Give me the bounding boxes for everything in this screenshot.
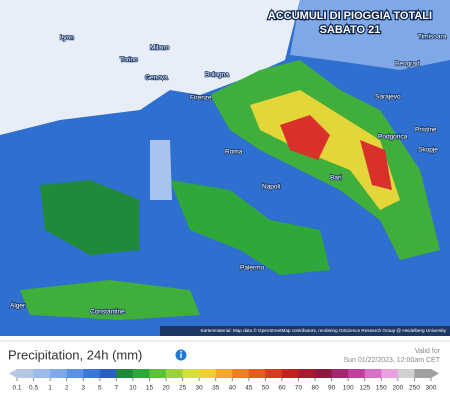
legend-tick-label: 0.1 [12, 385, 21, 392]
city-label: Milano [150, 45, 170, 52]
legend-arrow-right [431, 369, 439, 378]
city-label: Sarajevo [375, 94, 401, 101]
legend-tick-label: 2 [65, 385, 69, 392]
city-label: Napoli [262, 184, 280, 191]
valid-label: Valid for [415, 348, 441, 355]
light-rain-area [290, 0, 450, 70]
legend-tick-label: 15 [146, 385, 154, 392]
legend-swatch [116, 369, 134, 378]
legend-swatch [298, 369, 316, 378]
legend-swatch [381, 369, 399, 378]
legend-swatch [248, 369, 266, 378]
legend-swatch [397, 369, 415, 378]
legend-swatch [414, 369, 432, 378]
legend-tick-label: 1 [48, 385, 52, 392]
legend-tick-label: 0.5 [29, 385, 38, 392]
legend-swatch [182, 369, 200, 378]
legend-tick-label: 60 [278, 385, 286, 392]
legend-swatch [364, 369, 382, 378]
city-label: Podgorica [378, 134, 408, 141]
legend-tick-label: 40 [229, 385, 237, 392]
legend-swatch [17, 369, 34, 378]
city-label: Torino [120, 57, 138, 64]
legend-tick-label: 250 [409, 385, 420, 392]
legend-swatch [132, 369, 150, 378]
city-label: Beograd [395, 61, 420, 68]
city-label: Bologna [205, 72, 229, 79]
legend-tick-label: 200 [392, 385, 403, 392]
city-label: Bari [330, 175, 342, 182]
valid-time: Sun 01/22/2023, 12:00am CET [343, 357, 440, 364]
legend-swatch [50, 369, 67, 378]
legend-tick-label: 5 [98, 385, 102, 392]
legend-tick-label: 50 [262, 385, 270, 392]
legend-swatch [348, 369, 366, 378]
legend-tick-label: 70 [295, 385, 303, 392]
city-label: Palermo [240, 265, 265, 272]
attribution: Kartenmaterial: Map data © OpenStreetMap… [200, 327, 446, 333]
city-label: Firenze [190, 95, 212, 102]
light-rain-area [150, 140, 172, 200]
city-label: Genova [145, 75, 168, 82]
very-heavy-rain-area [280, 115, 392, 190]
city-label: Alger [10, 303, 26, 310]
city-label: Timisoara [418, 34, 447, 41]
legend-tick-label: 300 [426, 385, 437, 392]
map: Kartenmaterial: Map data © OpenStreetMap… [0, 0, 450, 336]
city-label: Constantine [90, 309, 125, 316]
legend-title: Precipitation, 24h (mm) [8, 347, 142, 362]
legend-tick-label: 7 [115, 385, 119, 392]
legend-tick-label: 25 [179, 385, 187, 392]
info-icon-glyph [180, 353, 182, 358]
info-icon-dot [180, 350, 182, 353]
legend-swatch [199, 369, 217, 378]
legend-arrow-left [9, 369, 17, 378]
legend-tick-label: 10 [129, 385, 137, 392]
legend-swatch [66, 369, 84, 378]
legend-swatch [149, 369, 167, 378]
legend-swatch [281, 369, 299, 378]
legend-tick-label: 45 [245, 385, 253, 392]
legend-tick-label: 20 [162, 385, 170, 392]
rain-area [20, 280, 200, 320]
rain-area [170, 180, 330, 275]
map-title: ACCUMULI DI PIOGGIA TOTALI [268, 10, 432, 22]
legend-tick-label: 3 [81, 385, 85, 392]
legend-swatch [315, 369, 332, 378]
rain-area [40, 180, 140, 255]
legend-swatch [331, 369, 349, 378]
legend-swatch [33, 369, 51, 378]
legend-swatch [215, 369, 233, 378]
legend-tick-label: 30 [196, 385, 204, 392]
legend-tick-label: 35 [212, 385, 220, 392]
legend-tick-label: 150 [376, 385, 387, 392]
legend-tick-label: 80 [311, 385, 319, 392]
dry-area [0, 0, 300, 135]
map-subtitle: SABATO 21 [320, 24, 381, 36]
city-label: Skopje [418, 147, 438, 154]
legend-tick-label: 125 [359, 385, 370, 392]
info-icon[interactable] [175, 349, 187, 361]
city-label: Lyon [60, 35, 74, 42]
legend-swatch [265, 369, 283, 378]
legend-swatch [99, 369, 117, 378]
legend-swatch [166, 369, 183, 378]
attribution-bar [160, 326, 450, 336]
legend-tick-label: 90 [328, 385, 336, 392]
city-label: Pristine [415, 127, 437, 134]
heavy-rain-area [250, 90, 400, 210]
legend-tick-label: 100 [343, 385, 354, 392]
legend-bar: 0.1 0.5 1 2 3 5 7 10 15 20 25 30 35 40 45 50 60 70 80 90 100… [9, 369, 439, 392]
city-label: Roma [225, 149, 243, 156]
legend-swatch [232, 369, 250, 378]
legend-swatch [83, 369, 101, 378]
